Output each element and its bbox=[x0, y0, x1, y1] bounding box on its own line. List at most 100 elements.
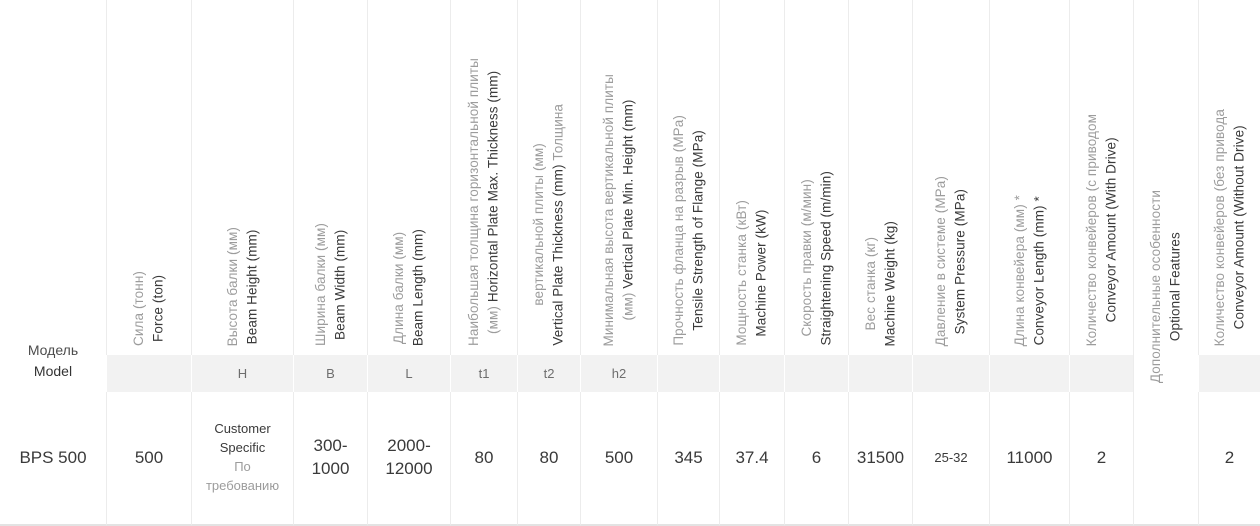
header-line: Beam Width (mm) bbox=[331, 223, 351, 346]
header-text-en: Conveyor Amount (Without Drive) bbox=[1231, 125, 1247, 330]
header-text-en: Horizontal Plate Max. Thickness (mm) bbox=[486, 70, 501, 302]
header-text-en: Conveyor Amount (With Drive) bbox=[1103, 137, 1119, 323]
rotated-header-label: Сила (тонн) Force (ton) bbox=[129, 271, 168, 346]
header-line: (мм) Vertical Plate Min. Height (mm) bbox=[619, 74, 639, 346]
header-line: Скорость правки (м/мин) bbox=[797, 171, 817, 346]
header-line: Optional Features bbox=[1166, 190, 1186, 383]
rotated-header-label: Количество конвейеров (с приводом Conveyo… bbox=[1082, 114, 1121, 346]
header-line: Дополнительные особенности bbox=[1146, 190, 1166, 383]
rotated-header-label: Скорость правки (м/мин) Straightening Spe… bbox=[797, 171, 836, 346]
header-text-en: Vertical Plate Min. Height (mm) bbox=[621, 99, 636, 289]
header-text-ru: Ширина балки (мм) bbox=[312, 223, 328, 346]
header-text-en: Tensile Strength of Flange (MPa) bbox=[690, 130, 706, 331]
header-line: Conveyor Amount (With Drive) bbox=[1102, 114, 1122, 346]
header-line: Количество конвейеров (без привода bbox=[1210, 109, 1230, 346]
rotated-header-label: вертикальной плиты (мм) Vertical Plate Th… bbox=[529, 104, 568, 346]
column-header-machine-power: Мощность станка (кВт) Machine Power (kW) bbox=[719, 0, 784, 355]
cell-text-ru: По требованию bbox=[205, 459, 280, 493]
subheader-conveyor-amount-with-drive bbox=[1069, 355, 1133, 392]
rotated-header-label: Длина конвейера (мм) * Conveyor Length (m… bbox=[1010, 195, 1049, 346]
cell-horizontal-plate-max-thickness: 80 bbox=[450, 392, 517, 526]
cell-vertical-plate-min-height: 500 bbox=[580, 392, 657, 526]
header-text-en: Vertical Plate Thickness (mm) bbox=[551, 160, 566, 346]
rotated-header-label: Высота балки (мм) Beam Height (mm) bbox=[223, 227, 262, 346]
header-line: вертикальной плиты (мм) bbox=[529, 104, 549, 346]
header-line: Machine Weight (kg) bbox=[881, 221, 901, 346]
header-line: Сила (тонн) bbox=[129, 271, 149, 346]
header-line: Tensile Strength of Flange (MPa) bbox=[689, 115, 709, 346]
cell-stacked-text: Customer Specific По требованию bbox=[202, 420, 284, 495]
subheader-beam-width: B bbox=[293, 355, 367, 392]
header-text-en: Straightening Speed (m/min) bbox=[818, 171, 834, 346]
column-header-conveyor-amount-without-drive: Количество конвейеров (без привода Convey… bbox=[1198, 0, 1260, 355]
column-header-beam-height: Высота балки (мм) Beam Height (mm) bbox=[191, 0, 293, 355]
header-text-en: Beam Length (mm) bbox=[411, 228, 426, 346]
cell-conveyor-amount-without-drive: 2 bbox=[1198, 392, 1260, 526]
header-text-ru: Длина балки (мм) bbox=[391, 231, 407, 344]
header-line: (мм) Horizontal Plate Max. Thickness (mm… bbox=[484, 58, 504, 346]
rotated-header-label: Дополнительные особенности Optional Featu… bbox=[1146, 190, 1185, 383]
header-text-ru: (мм) bbox=[486, 301, 501, 334]
column-header-horizontal-plate-max-thickness: Наибольшая толщина горизонтальной плиты(… bbox=[450, 0, 517, 355]
subheader-straightening-speed bbox=[784, 355, 848, 392]
subheader-machine-power bbox=[719, 355, 784, 392]
column-header-beam-length: Длина балки (мм) Beam Length (mm) bbox=[367, 0, 450, 355]
header-line: Machine Power (kW) bbox=[752, 200, 772, 346]
column-header-force: Сила (тонн) Force (ton) bbox=[106, 0, 191, 355]
data-row: BPS 500 500 Customer Specific По требованию… bbox=[0, 392, 1260, 526]
header-text-ru: Давление в системе (MPa) bbox=[933, 175, 949, 346]
header-line: Force (ton) bbox=[149, 271, 169, 346]
column-header-model: Модель Model bbox=[0, 0, 106, 392]
rotated-header-label: Ширина балки (мм) Beam Width (mm) bbox=[311, 223, 350, 346]
column-header-vertical-plate-thickness: вертикальной плиты (мм) Vertical Plate Th… bbox=[517, 0, 580, 355]
header-line: Минимальная высота вертикальной плиты bbox=[599, 74, 619, 346]
subheader-conveyor-amount-without-drive bbox=[1198, 355, 1260, 392]
subheader-system-pressure bbox=[912, 355, 989, 392]
header-text-ru: Вес станка (кг) bbox=[862, 236, 878, 331]
header-line: Conveyor Amount (Without Drive) bbox=[1230, 109, 1250, 346]
rotated-header-label: Длина балки (мм) Beam Length (mm) bbox=[389, 229, 428, 346]
header-text-ru: вертикальной плиты (мм) bbox=[531, 143, 547, 307]
header-line: Высота балки (мм) bbox=[223, 227, 243, 346]
model-header-ru: Модель bbox=[27, 341, 79, 358]
cell-text-en: Customer Specific bbox=[214, 421, 271, 456]
cell-straightening-speed: 6 bbox=[784, 392, 848, 526]
rotated-header-label: Мощность станка (кВт) Machine Power (kW) bbox=[732, 200, 771, 346]
header-text-en: Force (ton) bbox=[151, 274, 166, 343]
header-text-en: Beam Width (mm) bbox=[332, 229, 348, 340]
header-text-ru: Минимальная высота вертикальной плиты bbox=[601, 73, 617, 346]
subheader-tensile-strength bbox=[657, 355, 719, 392]
header-text-ru: Высота балки (мм) bbox=[224, 226, 240, 346]
header-text-ru: Сила (тонн) bbox=[131, 271, 147, 346]
cell-system-pressure: 25-32 bbox=[912, 392, 989, 526]
column-header-straightening-speed: Скорость правки (м/мин) Straightening Spe… bbox=[784, 0, 848, 355]
header-text-ru: (мм) bbox=[621, 288, 636, 321]
header-line: Количество конвейеров (с приводом bbox=[1082, 114, 1102, 346]
subheader-beam-height: H bbox=[191, 355, 293, 392]
header-text-ru: Количество конвейеров (с приводом bbox=[1083, 113, 1099, 346]
rotated-header-label: Минимальная высота вертикальной плиты (мм… bbox=[599, 74, 638, 346]
subheader-beam-length: L bbox=[367, 355, 450, 392]
header-text-ru: Толщина bbox=[551, 104, 566, 161]
column-header-system-pressure: Давление в системе (MPa) System Pressure … bbox=[912, 0, 989, 355]
rotated-header-label: Вес станка (кг) Machine Weight (kg) bbox=[861, 221, 900, 346]
header-text-ru: Количество конвейеров (без привода bbox=[1211, 108, 1227, 346]
header-line: Наибольшая толщина горизонтальной плиты bbox=[464, 58, 484, 346]
header-text-ru: Длина конвейера (мм) * bbox=[1011, 194, 1027, 346]
cell-model: BPS 500 bbox=[0, 392, 106, 526]
cell-optional-features bbox=[1133, 392, 1198, 526]
header-text-en: Machine Power (kW) bbox=[754, 209, 769, 337]
cell-vertical-plate-thickness: 80 bbox=[517, 392, 580, 526]
header-line: Длина балки (мм) bbox=[389, 229, 409, 346]
subheader-vertical-plate-thickness: t2 bbox=[517, 355, 580, 392]
column-header-conveyor-amount-with-drive: Количество конвейеров (с приводом Conveyo… bbox=[1069, 0, 1133, 355]
header-row: Модель Model Сила (тонн) Force (ton) Высота … bbox=[27, 0, 1260, 392]
header-line: Vertical Plate Thickness (mm) Толщина bbox=[549, 104, 569, 346]
header-text-ru: Наибольшая толщина горизонтальной плиты bbox=[466, 58, 482, 346]
model-header-en: Model bbox=[33, 363, 73, 380]
rotated-header-label: Прочность фланца на разрыв (MPa) Tensile … bbox=[669, 115, 708, 346]
cell-machine-weight: 31500 bbox=[848, 392, 912, 526]
subheader-vertical-plate-min-height: h2 bbox=[580, 355, 657, 392]
